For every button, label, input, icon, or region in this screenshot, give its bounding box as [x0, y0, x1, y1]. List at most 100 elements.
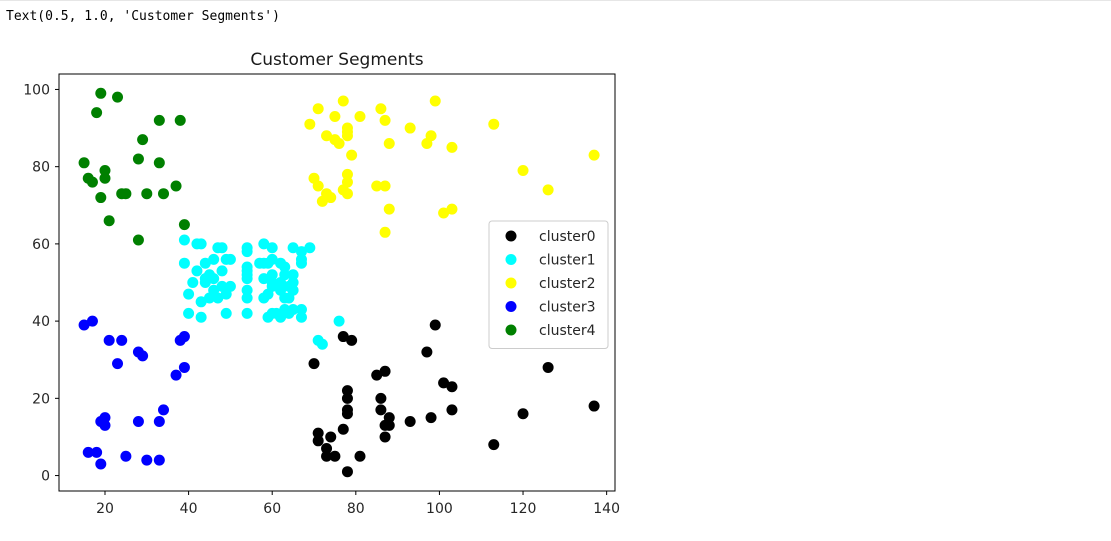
cluster2-point [438, 207, 450, 219]
cluster1-point [279, 269, 291, 281]
cluster4-point [99, 172, 111, 184]
cluster1-point [224, 280, 236, 292]
cluster0-point [421, 346, 433, 358]
cluster0-point [375, 392, 387, 404]
cluster2-point [446, 203, 458, 215]
cluster0-point [325, 431, 337, 443]
cluster2-point [321, 130, 333, 142]
cluster0-point [542, 361, 554, 373]
cluster0-point [341, 408, 353, 420]
cluster0-point [341, 392, 353, 404]
cluster0-point [379, 365, 391, 377]
cluster1-point [266, 242, 278, 254]
cluster1-point [316, 338, 328, 350]
cluster1-legend-marker [505, 254, 517, 265]
cluster2-point [425, 130, 437, 142]
cluster2-legend-label: cluster2 [539, 276, 596, 292]
cluster1-series [178, 234, 345, 350]
cluster2-point [371, 180, 383, 192]
cluster3-point [91, 446, 103, 458]
cluster2-point [354, 110, 366, 122]
cluster0-point [383, 419, 395, 431]
cluster4-point [99, 165, 111, 177]
cluster4-point [120, 188, 132, 200]
cluster2-point [517, 165, 529, 177]
cluster2-point [337, 95, 349, 107]
cluster2-point [446, 141, 458, 153]
cluster2-point [341, 168, 353, 180]
cluster3-point [153, 416, 165, 427]
cluster1-point [241, 307, 253, 319]
cluster1-point [266, 280, 278, 292]
cluster3-point [170, 369, 182, 381]
cluster0-point [341, 385, 353, 397]
cluster4-point [170, 180, 182, 192]
cluster4-point [91, 107, 103, 119]
cluster1-point [258, 273, 270, 285]
cluster4-point [86, 176, 98, 188]
cluster3-point [120, 450, 132, 462]
cluster1-legend-label: cluster1 [539, 253, 596, 269]
cluster0-point [321, 450, 333, 462]
cluster1-point [295, 311, 307, 323]
cluster2-point [329, 110, 341, 122]
x-axis: 20 40 60 80 100 120 140 [96, 491, 620, 517]
cluster1-point [279, 261, 291, 273]
cluster0-point [488, 439, 500, 451]
cluster3-series [78, 315, 190, 470]
cluster1-point [333, 315, 345, 327]
cluster0-point [354, 450, 366, 462]
cluster2-point [542, 184, 554, 196]
cluster3-point [82, 446, 94, 458]
x-tick-label: 60 [263, 501, 281, 517]
cluster0-point [446, 381, 458, 393]
cluster2-point [379, 226, 391, 238]
cluster1-point [183, 307, 195, 319]
cluster4-point [141, 188, 153, 200]
y-tick-label: 60 [32, 237, 50, 253]
cluster4-series [78, 87, 190, 246]
cluster4-point [158, 188, 170, 200]
y-tick-label: 0 [41, 469, 50, 485]
y-tick-label: 20 [32, 391, 50, 407]
cluster0-legend-marker [505, 230, 517, 242]
cluster4-point [132, 153, 144, 165]
cluster0-point [346, 334, 358, 346]
cluster1-point [287, 304, 299, 316]
x-tick-label: 80 [347, 501, 365, 517]
cluster1-point [212, 292, 224, 304]
cluster1-point [295, 253, 307, 265]
cluster2-point [383, 138, 395, 149]
cluster1-point [287, 284, 299, 296]
cluster2-point [304, 118, 316, 130]
cluster0-point [588, 400, 600, 412]
cluster2-point [346, 149, 358, 161]
cluster3-legend-marker [505, 301, 517, 312]
cell-output-text: Text(0.5, 1.0, 'Customer Segments') [6, 9, 280, 24]
cluster1-point [195, 238, 207, 250]
cluster0-point [429, 319, 441, 331]
cluster0-point [308, 358, 320, 370]
cluster4-point [174, 114, 186, 126]
cluster1-point [195, 296, 207, 308]
cluster0-point [329, 450, 341, 462]
cluster1-point [216, 242, 228, 254]
cluster2-point [379, 114, 391, 126]
legend: cluster0 cluster1 cluster2 cluster3 cluster4 [488, 220, 609, 349]
cluster3-point [78, 319, 90, 331]
cluster2-point [488, 118, 500, 130]
cluster4-legend-label: cluster4 [539, 323, 596, 339]
cluster1-point [241, 242, 253, 254]
cluster3-point [137, 350, 149, 362]
cluster2-point [325, 192, 337, 204]
cluster3-point [95, 458, 107, 470]
cluster0-series [308, 319, 600, 478]
cluster0-point [375, 404, 387, 416]
y-tick-label: 40 [32, 314, 50, 330]
x-tick-label: 40 [180, 501, 198, 517]
cluster1-point [266, 253, 278, 265]
cluster3-point [99, 412, 111, 424]
cluster0-point [337, 331, 349, 343]
cluster4-point [95, 192, 107, 204]
